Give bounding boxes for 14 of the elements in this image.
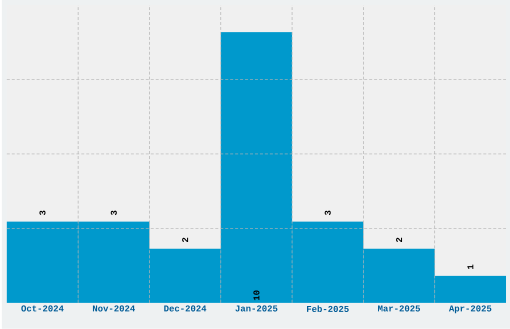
data-label: 3 bbox=[110, 210, 117, 216]
x-tick-label: Mar-2025 bbox=[378, 306, 420, 312]
x-tick-label: Apr-2025 bbox=[448, 306, 492, 314]
data-label: 3 bbox=[39, 210, 46, 216]
x-tick-label: Jan-2025 bbox=[235, 306, 278, 312]
x-tick-label: Oct-2024 bbox=[21, 306, 64, 312]
x-tick-label: Dec-2024 bbox=[164, 306, 206, 312]
data-label: 2 bbox=[182, 238, 188, 242]
data-label: 1 bbox=[467, 264, 474, 270]
data-label: 2 bbox=[396, 238, 402, 242]
data-label: 10 bbox=[253, 290, 260, 300]
x-tick-label: Feb-2025 bbox=[307, 306, 349, 312]
data-label: 3 bbox=[324, 210, 331, 216]
x-tick-label: Nov-2024 bbox=[92, 306, 135, 312]
